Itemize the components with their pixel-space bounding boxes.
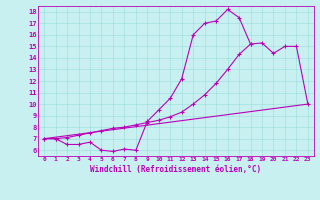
X-axis label: Windchill (Refroidissement éolien,°C): Windchill (Refroidissement éolien,°C) — [91, 165, 261, 174]
